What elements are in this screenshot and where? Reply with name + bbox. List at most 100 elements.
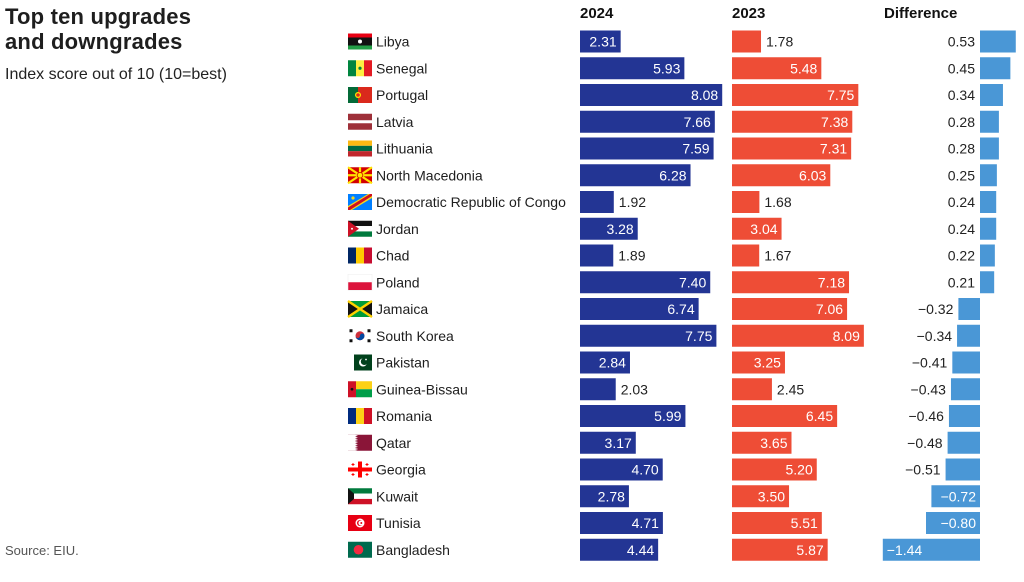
chart-row: Tunisia 4.71 5.51 −0.80 [348, 512, 980, 534]
chart-row: Georgia 4.70 5.20 −0.51 [348, 458, 980, 481]
data-label-2024: 2.78 [598, 488, 625, 504]
chart-row: Bangladesh 4.44 5.87 −1.44 [348, 538, 980, 561]
bar-difference [980, 244, 995, 267]
bar-2024 [580, 244, 614, 267]
data-label-2023: 6.45 [806, 408, 833, 424]
portugal-flag-icon [348, 87, 372, 103]
poland-flag-icon [347, 274, 373, 291]
country-label: Georgia [376, 462, 426, 478]
data-label-2024: 5.99 [654, 408, 681, 424]
country-label: Jamaica [376, 301, 428, 317]
romania-flag-icon [348, 408, 372, 424]
data-label-2024: 8.08 [691, 87, 718, 103]
bar-2023 [732, 351, 785, 374]
pakistan-flag-icon [348, 354, 372, 371]
data-label-difference: 0.24 [948, 194, 975, 210]
data-label-2023: 7.75 [827, 87, 854, 103]
data-label-2023: 7.18 [818, 274, 845, 290]
kuwait-flag-icon [348, 488, 372, 505]
chart-row: Portugal 8.08 7.75 0.34 [348, 84, 1003, 106]
chart-row: Jamaica 6.74 7.06 −0.32 [347, 298, 980, 320]
data-label-difference: 0.28 [948, 141, 975, 157]
data-label-difference: −0.48 [907, 435, 943, 451]
data-label-difference: 0.45 [948, 60, 975, 76]
bar-2024 [580, 298, 699, 320]
bar-difference [957, 324, 980, 347]
data-label-2023: 5.87 [796, 542, 823, 558]
north-macedonia-flag-icon [347, 166, 373, 185]
chad-flag-icon [348, 247, 372, 264]
chart-row: South Korea 7.75 8.09 −0.34 [348, 324, 980, 347]
bar-2023 [732, 191, 760, 213]
bar-difference [950, 378, 980, 401]
data-label-2024: 1.89 [618, 248, 645, 264]
chart-row: Chad 1.89 1.67 0.22 [348, 244, 995, 267]
source-note: Source: EIU. [5, 543, 79, 558]
chart-title: Top ten upgrades and downgrades [5, 4, 335, 54]
data-label-2024: 6.74 [667, 301, 694, 317]
data-label-difference: 0.34 [948, 87, 975, 103]
data-label-2023: 5.51 [791, 515, 818, 531]
bar-2024 [580, 431, 636, 454]
bar-2023 [732, 244, 760, 267]
bar-2023 [732, 164, 831, 187]
data-label-2024: 2.03 [621, 381, 648, 397]
data-label-2023: 1.67 [764, 248, 791, 264]
bar-2023 [732, 137, 852, 160]
bar-2024 [580, 405, 686, 427]
country-label: Kuwait [376, 488, 418, 504]
data-label-2024: 6.28 [659, 167, 686, 183]
bar-2023 [732, 324, 864, 347]
bar-difference [980, 84, 1003, 106]
bar-2024 [580, 164, 691, 187]
bar-2023 [732, 538, 828, 561]
column-header-difference: Difference [884, 5, 958, 22]
chart-row: Lithuania 7.59 7.31 0.28 [348, 137, 999, 160]
bar-difference [948, 405, 980, 427]
south-korea-flag-icon [348, 327, 372, 344]
chart-title-line-2: and downgrades [5, 29, 183, 54]
data-label-2023: 5.48 [790, 60, 817, 76]
data-label-difference: 0.25 [948, 167, 975, 183]
data-label-2023: 3.04 [750, 221, 777, 237]
bar-difference [945, 458, 980, 481]
data-label-2024: 7.75 [685, 328, 712, 344]
data-label-2024: 4.70 [631, 462, 658, 478]
column-header-2024: 2024 [580, 5, 614, 22]
bar-difference [931, 485, 980, 508]
country-label: Jordan [376, 221, 419, 237]
chart-subtitle: Index score out of 10 (10=best) [5, 66, 227, 83]
data-label-difference: −0.80 [941, 515, 977, 531]
data-label-difference: 0.28 [948, 114, 975, 130]
bar-2023 [732, 57, 822, 80]
country-label: Romania [376, 408, 432, 424]
jordan-flag-icon [348, 220, 372, 237]
bar-2023 [732, 84, 859, 106]
country-label: Qatar [376, 435, 411, 451]
latvia-flag-icon [348, 113, 372, 130]
column-header-2023: 2023 [732, 5, 766, 22]
lithuania-flag-icon [348, 140, 372, 157]
bar-2024 [580, 57, 685, 80]
data-label-2024: 2.31 [589, 34, 616, 50]
bar-2024 [580, 191, 614, 213]
country-label: Lithuania [376, 141, 433, 157]
bar-2023 [732, 485, 790, 508]
data-label-difference: −0.46 [909, 408, 945, 424]
data-label-2023: 6.03 [799, 167, 826, 183]
jamaica-flag-icon [347, 299, 373, 319]
bar-difference [980, 271, 995, 294]
data-label-2023: 7.31 [820, 141, 847, 157]
bar-difference [882, 538, 980, 561]
bar-2023 [732, 378, 772, 401]
bar-difference [947, 431, 980, 454]
data-label-difference: 0.21 [948, 274, 975, 290]
data-label-2024: 4.44 [627, 542, 654, 558]
bar-2024 [580, 538, 659, 561]
chart-row: Poland 7.40 7.18 0.21 [347, 271, 995, 294]
country-label: Democratic Republic of Congo [376, 194, 566, 210]
bar-2023 [732, 512, 822, 534]
chart-row: Kuwait 2.78 3.50 −0.72 [348, 485, 980, 508]
bar-2024 [580, 110, 715, 133]
